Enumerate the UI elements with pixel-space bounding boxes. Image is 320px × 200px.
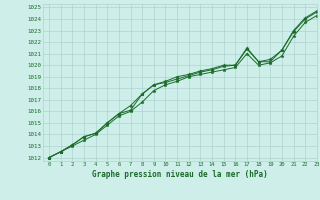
X-axis label: Graphe pression niveau de la mer (hPa): Graphe pression niveau de la mer (hPa) bbox=[92, 170, 268, 179]
